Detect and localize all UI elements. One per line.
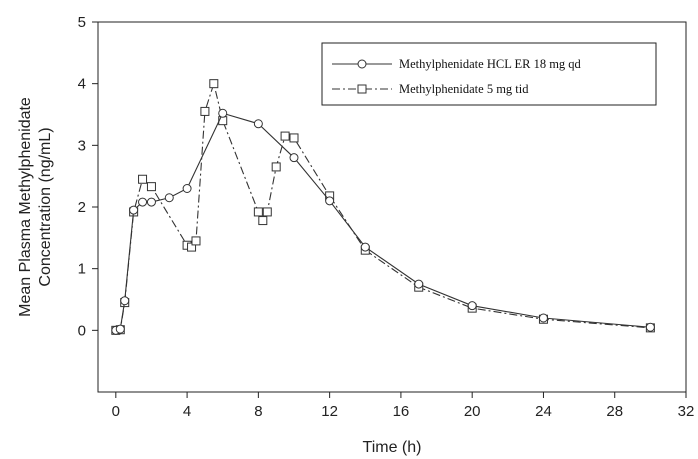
y-tick-label: 1 xyxy=(78,261,86,278)
series-square xyxy=(111,79,655,335)
legend-box xyxy=(321,42,657,106)
y-tick-label: 0 xyxy=(78,322,86,339)
series-circle xyxy=(111,108,655,335)
data-point-square xyxy=(289,133,299,143)
series-line-circle xyxy=(115,112,651,331)
data-point-square xyxy=(357,84,367,94)
data-point-circle xyxy=(289,153,299,163)
y-tick-label: 5 xyxy=(78,14,86,31)
data-point-circle xyxy=(146,197,156,207)
data-point-circle xyxy=(360,242,370,252)
data-point-circle xyxy=(414,279,424,289)
data-point-square xyxy=(209,79,219,89)
data-point-circle xyxy=(129,205,139,215)
data-point-square xyxy=(200,106,210,116)
data-point-circle xyxy=(138,197,148,207)
data-point-square xyxy=(258,216,268,226)
y-axis-title-line-2: Concentration (ng/mL) xyxy=(37,127,54,286)
data-point-square xyxy=(138,174,148,184)
data-point-square xyxy=(271,162,281,172)
data-point-square xyxy=(280,131,290,141)
series-line-square xyxy=(115,81,651,331)
data-point-square xyxy=(191,236,201,246)
legend-label: Methylphenidate 5 mg tid xyxy=(399,82,529,96)
x-tick-label: 20 xyxy=(464,403,481,420)
data-point-circle xyxy=(357,59,367,69)
y-tick-label: 2 xyxy=(78,199,86,216)
data-point-circle xyxy=(467,301,477,311)
data-point-circle xyxy=(325,196,335,206)
data-point-circle xyxy=(645,322,655,332)
data-point-circle xyxy=(538,313,548,323)
x-tick-label: 8 xyxy=(254,403,262,420)
data-point-square xyxy=(218,116,228,126)
x-tick-label: 12 xyxy=(321,403,338,420)
y-axis-title-line-1: Mean Plasma Methylphenidate xyxy=(17,97,34,317)
legend-label: Methylphenidate HCL ER 18 mg qd xyxy=(399,57,582,71)
x-tick-label: 16 xyxy=(393,403,410,420)
y-tick-label: 4 xyxy=(78,76,86,93)
series-layer xyxy=(111,79,655,335)
x-tick-label: 24 xyxy=(535,403,552,420)
data-point-square xyxy=(253,207,263,217)
data-point-circle xyxy=(115,324,125,334)
x-tick-label: 0 xyxy=(112,403,120,420)
x-tick-label: 32 xyxy=(678,403,695,420)
data-point-circle xyxy=(253,119,263,129)
data-point-square xyxy=(146,182,156,192)
data-point-circle xyxy=(120,296,130,306)
data-point-circle xyxy=(164,193,174,203)
x-axis-title: Time (h) xyxy=(363,439,422,456)
data-point-circle xyxy=(182,184,192,193)
data-point-square xyxy=(262,207,272,217)
data-point-circle xyxy=(218,108,228,118)
x-tick-label: 28 xyxy=(606,403,623,420)
x-tick-label: 4 xyxy=(183,403,191,420)
legend: Methylphenidate HCL ER 18 mg qd Methylphe… xyxy=(321,42,657,106)
y-tick-label: 3 xyxy=(78,137,86,154)
